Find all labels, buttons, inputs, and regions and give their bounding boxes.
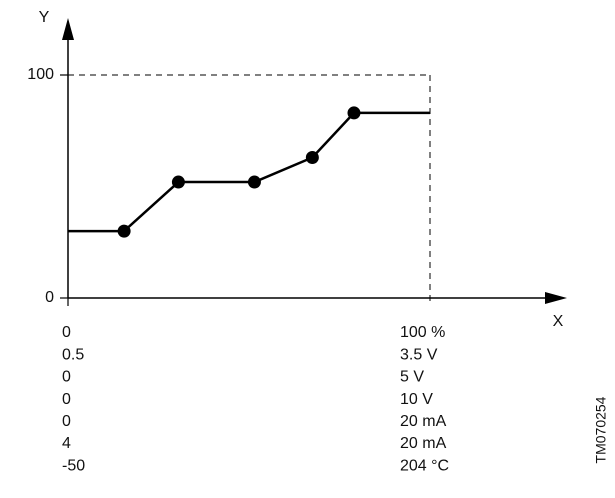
x-scale-min: 0.5 bbox=[62, 346, 84, 363]
x-axis-arrow bbox=[545, 292, 567, 304]
x-scale-max: 20 mA bbox=[400, 435, 447, 452]
x-scale-min: 0 bbox=[62, 391, 71, 408]
x-scale-min: 0 bbox=[62, 369, 71, 386]
x-axis-label: X bbox=[553, 313, 564, 330]
x-scale-min: -50 bbox=[62, 457, 85, 474]
x-scale-max: 3.5 V bbox=[400, 346, 438, 363]
data-point bbox=[347, 106, 361, 120]
data-point bbox=[247, 175, 261, 189]
x-scale-max: 10 V bbox=[400, 391, 433, 408]
x-scale-max: 5 V bbox=[400, 369, 424, 386]
x-scale-max: 100 % bbox=[400, 324, 445, 341]
data-point bbox=[117, 224, 131, 238]
x-scale-min: 4 bbox=[62, 435, 71, 452]
data-point bbox=[171, 175, 185, 189]
x-scale-min: 0 bbox=[62, 413, 71, 430]
x-scale-max: 204 °C bbox=[400, 457, 449, 474]
x-scale-max: 20 mA bbox=[400, 413, 447, 430]
y-axis-arrow bbox=[62, 18, 74, 40]
figure-code: TM070254 bbox=[593, 396, 609, 463]
y-tick-label: 0 bbox=[45, 289, 54, 306]
x-scale-min: 0 bbox=[62, 324, 71, 341]
y-axis-label: Y bbox=[39, 9, 50, 26]
y-tick-label: 100 bbox=[27, 66, 54, 83]
data-point bbox=[305, 151, 319, 165]
data-line bbox=[68, 111, 430, 233]
